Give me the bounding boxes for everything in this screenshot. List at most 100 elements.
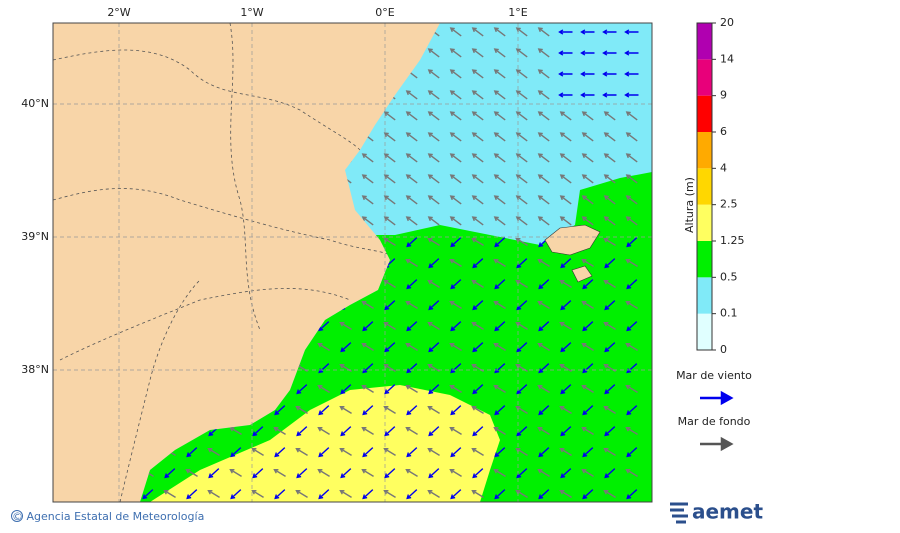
colorbar-segment	[697, 59, 712, 96]
swell-arrow	[361, 300, 374, 309]
wind-sea-arrow	[274, 447, 286, 458]
swell-arrow	[493, 90, 506, 100]
swell-arrow	[471, 132, 484, 142]
island	[571, 265, 593, 283]
wind-sea-arrow	[582, 405, 594, 416]
swell-arrow	[581, 426, 594, 435]
swell-arrow	[427, 69, 440, 79]
swell-arrow	[471, 489, 484, 498]
wind-sea-arrow	[582, 321, 594, 332]
colorbar-segment	[697, 95, 712, 132]
colorbar-segment	[697, 168, 712, 205]
swell-arrow	[405, 153, 418, 163]
swell-arrow	[405, 132, 418, 142]
swell-arrow	[559, 153, 572, 163]
wind-sea-arrow	[494, 405, 506, 416]
axis-labels: 2°W 1°W 0°E 1°E 40°N 39°N 38°N	[21, 6, 528, 376]
wind-sea-arrow	[494, 321, 506, 332]
swell-arrow	[383, 363, 396, 372]
swell-arrow	[405, 216, 418, 226]
wind-sea-arrow	[580, 29, 595, 35]
logo: aemet	[670, 500, 763, 524]
wind-sea-arrow	[626, 405, 638, 416]
swell-arrow	[581, 342, 594, 351]
swell-arrow	[229, 468, 242, 477]
swell-arrow	[493, 342, 506, 351]
swell-arrow	[625, 153, 638, 163]
wind-sea-arrow	[406, 489, 418, 500]
swell-arrow	[449, 48, 462, 58]
swell-arrow	[449, 258, 462, 267]
swell-arrow	[427, 405, 440, 414]
swell-arrow	[603, 195, 616, 205]
swell-arrow	[427, 216, 440, 226]
wind-sea-arrow	[626, 447, 638, 458]
swell-arrow	[361, 342, 374, 351]
swell-arrow	[471, 48, 484, 58]
swell-arrow	[471, 405, 484, 414]
wind-sea-arrow	[142, 489, 154, 500]
wind-sea-arrow	[362, 447, 374, 458]
swell-arrow	[625, 174, 638, 184]
swell-arrow	[427, 174, 440, 184]
swell-arrow	[625, 258, 638, 267]
swell-arrow	[471, 195, 484, 205]
swell-arrow	[493, 426, 506, 435]
swell-arrow	[537, 195, 550, 205]
colorbar-title: Altura (m)	[683, 177, 696, 233]
wind-sea-arrow	[560, 300, 572, 311]
lon-label: 1°W	[240, 6, 263, 19]
wind-sea-arrow	[604, 426, 616, 437]
swell-arrow	[427, 279, 440, 288]
wind-sea-arrow	[362, 321, 374, 332]
swell-arrow	[361, 426, 374, 435]
wind-sea-arrow	[560, 258, 572, 269]
swell-arrow	[537, 90, 550, 100]
legend-label: Mar de viento	[676, 369, 752, 382]
wind-sea-arrow	[472, 300, 484, 311]
wind-sea-arrow	[450, 447, 462, 458]
swell-arrow	[493, 195, 506, 205]
swell-arrow	[493, 27, 506, 37]
wind-sea-arrow	[296, 468, 308, 479]
wind-sea-arrow	[450, 405, 462, 416]
wind-sea-arrow	[340, 384, 352, 395]
lat-label: 39°N	[21, 230, 49, 243]
swell-arrow	[537, 384, 550, 393]
swell-arrow	[449, 153, 462, 163]
colorbar-segment	[697, 241, 712, 278]
swell-arrow	[493, 153, 506, 163]
swell-arrow	[471, 90, 484, 100]
legend: Mar de viento Mar de fondo	[676, 369, 752, 452]
swell-arrow	[581, 174, 594, 184]
wind-sea-arrow	[494, 237, 506, 248]
swell-arrow	[449, 90, 462, 100]
swell-arrow	[537, 69, 550, 79]
wind-sea-arrow	[560, 342, 572, 353]
wind-sea-arrow	[538, 405, 550, 416]
wind-sea-arrow	[274, 489, 286, 500]
swell-arrow	[625, 342, 638, 351]
swell-arrow	[471, 69, 484, 79]
swell-arrow	[273, 468, 286, 477]
swell-arrow	[581, 300, 594, 309]
swell-arrow	[427, 153, 440, 163]
swell-arrow	[625, 426, 638, 435]
swell-arrow	[471, 27, 484, 37]
wind-sea-arrow	[560, 384, 572, 395]
swell-arrow	[603, 153, 616, 163]
swell-arrow	[603, 447, 616, 456]
colorbar-label: 4	[720, 161, 727, 174]
wind-sea-arrow	[582, 489, 594, 500]
colorbar-segment	[697, 204, 712, 241]
swell-arrow	[603, 237, 616, 246]
swell-arrow	[383, 195, 396, 205]
swell-arrow	[449, 174, 462, 184]
swell-arrow	[537, 27, 550, 37]
swell-arrow	[317, 468, 330, 477]
wind-sea-arrow	[296, 384, 308, 395]
wind-sea-arrow	[538, 489, 550, 500]
swell-arrow	[559, 405, 572, 414]
swell-arrow	[361, 174, 374, 184]
wind-sea-arrow	[406, 363, 418, 374]
